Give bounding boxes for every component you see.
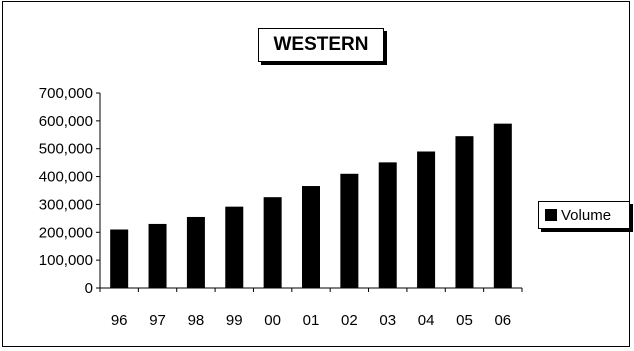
bar (186, 216, 205, 288)
y-tick-label: 700,000 (39, 85, 93, 102)
bar (148, 223, 167, 288)
x-tick-label: 02 (341, 312, 358, 329)
x-tick-label: 98 (188, 312, 205, 329)
bar (340, 173, 359, 288)
x-tick-label: 04 (418, 312, 435, 329)
x-tick-label: 05 (456, 312, 473, 329)
bar (263, 197, 282, 288)
bar (417, 151, 436, 288)
bar (110, 229, 129, 288)
y-tick-label: 200,000 (39, 224, 93, 241)
bar (225, 206, 244, 288)
legend: Volume (538, 201, 630, 229)
bar (493, 123, 512, 289)
x-tick-label: 97 (149, 312, 166, 329)
legend-label: Volume (561, 206, 612, 224)
chart-title-text: WESTERN (273, 34, 369, 55)
y-tick-label: 100,000 (39, 252, 93, 269)
y-tick-label: 500,000 (39, 141, 93, 158)
x-tick-label: 06 (494, 312, 511, 329)
bar (302, 186, 320, 288)
bar (455, 136, 474, 288)
x-tick-label: 96 (111, 312, 128, 329)
y-tick-label: 400,000 (39, 169, 93, 186)
y-tick-label: 0 (85, 280, 93, 297)
x-tick-label: 03 (379, 312, 396, 329)
x-tick-label: 01 (303, 312, 320, 329)
y-tick-label: 600,000 (39, 113, 93, 130)
legend-swatch (545, 209, 557, 221)
chart-title: WESTERN (258, 28, 384, 62)
x-tick-label: 00 (264, 312, 281, 329)
y-tick-label: 300,000 (39, 196, 93, 213)
bar (378, 162, 397, 288)
x-tick-label: 99 (226, 312, 243, 329)
